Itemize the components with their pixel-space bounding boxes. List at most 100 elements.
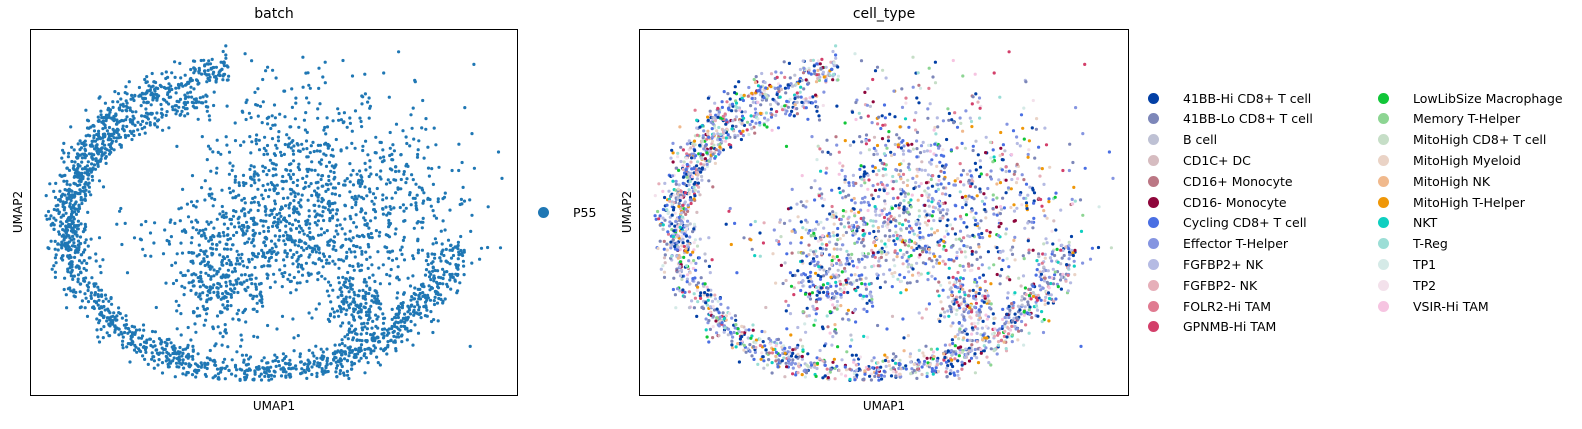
scatter-point	[201, 95, 205, 99]
scatter-point	[72, 203, 76, 207]
scatter-point	[1022, 313, 1026, 317]
scatter-point	[93, 139, 98, 143]
scatter-point	[414, 293, 418, 297]
scatter-point	[419, 220, 423, 224]
scatter-point	[301, 85, 305, 89]
scatter-point	[305, 96, 309, 100]
scatter-point	[432, 214, 436, 218]
scatter-point	[69, 248, 73, 252]
scatter-point	[351, 315, 356, 319]
scatter-point	[693, 188, 697, 192]
scatter-point	[708, 327, 712, 331]
scatter-point	[226, 226, 230, 231]
scatter-point	[405, 327, 409, 331]
scatter-point	[356, 294, 360, 298]
scatter-point	[722, 330, 726, 334]
scatter-point	[225, 247, 229, 251]
scatter-point	[1031, 294, 1036, 298]
scatter-point	[252, 334, 256, 338]
scatter-point	[283, 264, 287, 268]
scatter-point	[410, 295, 414, 299]
scatter-point	[1002, 340, 1006, 344]
scatter-point	[250, 273, 254, 277]
scatter-point	[141, 323, 146, 327]
scatter-point	[80, 201, 84, 206]
scatter-point	[897, 366, 901, 371]
scatter-point	[736, 327, 740, 331]
scatter-point	[220, 258, 224, 263]
scatter-point	[390, 258, 395, 262]
scatter-point	[226, 345, 230, 349]
scatter-point	[215, 293, 219, 297]
scatter-point	[363, 218, 367, 222]
scatter-point	[331, 352, 336, 356]
scatter-point	[1039, 272, 1043, 276]
scatter-point	[124, 326, 128, 330]
scatter-point	[287, 214, 291, 218]
scatter-point	[177, 86, 181, 90]
scatter-point	[282, 152, 286, 156]
scatter-point	[284, 168, 288, 172]
scatter-point	[165, 350, 169, 354]
scatter-point	[818, 62, 822, 66]
scatter-point	[146, 117, 150, 121]
scatter-point	[359, 348, 363, 353]
scatter-point	[62, 141, 66, 145]
scatter-point	[317, 247, 321, 251]
scatter-point	[970, 348, 974, 353]
scatter-point	[325, 116, 329, 120]
scatter-point	[229, 304, 233, 308]
scatter-point	[252, 244, 256, 248]
scatter-point	[342, 183, 346, 187]
scatter-point	[164, 281, 168, 285]
scatter-point	[113, 129, 118, 133]
scatter-point	[207, 297, 211, 301]
scatter-point	[381, 212, 385, 216]
scatter-point	[873, 374, 877, 378]
scatter-point	[327, 204, 332, 208]
scatter-point	[205, 80, 209, 84]
scatter-point	[221, 292, 225, 296]
scatter-point	[943, 355, 947, 360]
scatter-point	[205, 220, 209, 224]
scatter-point	[67, 256, 71, 260]
scatter-point	[139, 123, 143, 127]
scatter-point	[262, 146, 266, 150]
scatter-point	[786, 83, 790, 87]
scatter-point	[388, 274, 392, 278]
scatter-point	[315, 213, 319, 217]
scatter-point	[663, 261, 667, 265]
scatter-point	[931, 372, 935, 376]
scatter-point	[1008, 328, 1013, 332]
scatter-point	[400, 319, 404, 323]
scatter-point	[708, 271, 712, 275]
scatter-point	[274, 76, 278, 80]
scatter-point	[111, 100, 115, 104]
scatter-point	[321, 75, 325, 79]
scatter-point	[433, 237, 437, 241]
scatter-point	[411, 106, 415, 110]
scatter-point	[301, 267, 305, 271]
scatter-point	[103, 156, 108, 160]
scatter-point	[970, 343, 974, 347]
scatter-point	[266, 226, 270, 230]
scatter-point	[410, 173, 414, 177]
scatter-point	[264, 69, 268, 73]
scatter-point	[339, 324, 343, 328]
scatter-point	[326, 146, 330, 150]
scatter-point	[975, 340, 979, 344]
scatter-point	[956, 346, 960, 350]
scatter-point	[1061, 248, 1065, 252]
scatter-point	[104, 161, 108, 165]
scatter-point	[177, 207, 181, 211]
scatter-point	[412, 257, 416, 261]
scatter-point	[327, 261, 331, 265]
scatter-point	[188, 90, 193, 94]
scatter-point	[316, 107, 320, 111]
scatter-point	[400, 252, 404, 256]
scatter-point	[1019, 329, 1024, 333]
scatter-point	[717, 324, 721, 328]
scatter-point	[429, 278, 433, 282]
scatter-point	[749, 336, 753, 340]
scatter-point	[95, 328, 99, 332]
